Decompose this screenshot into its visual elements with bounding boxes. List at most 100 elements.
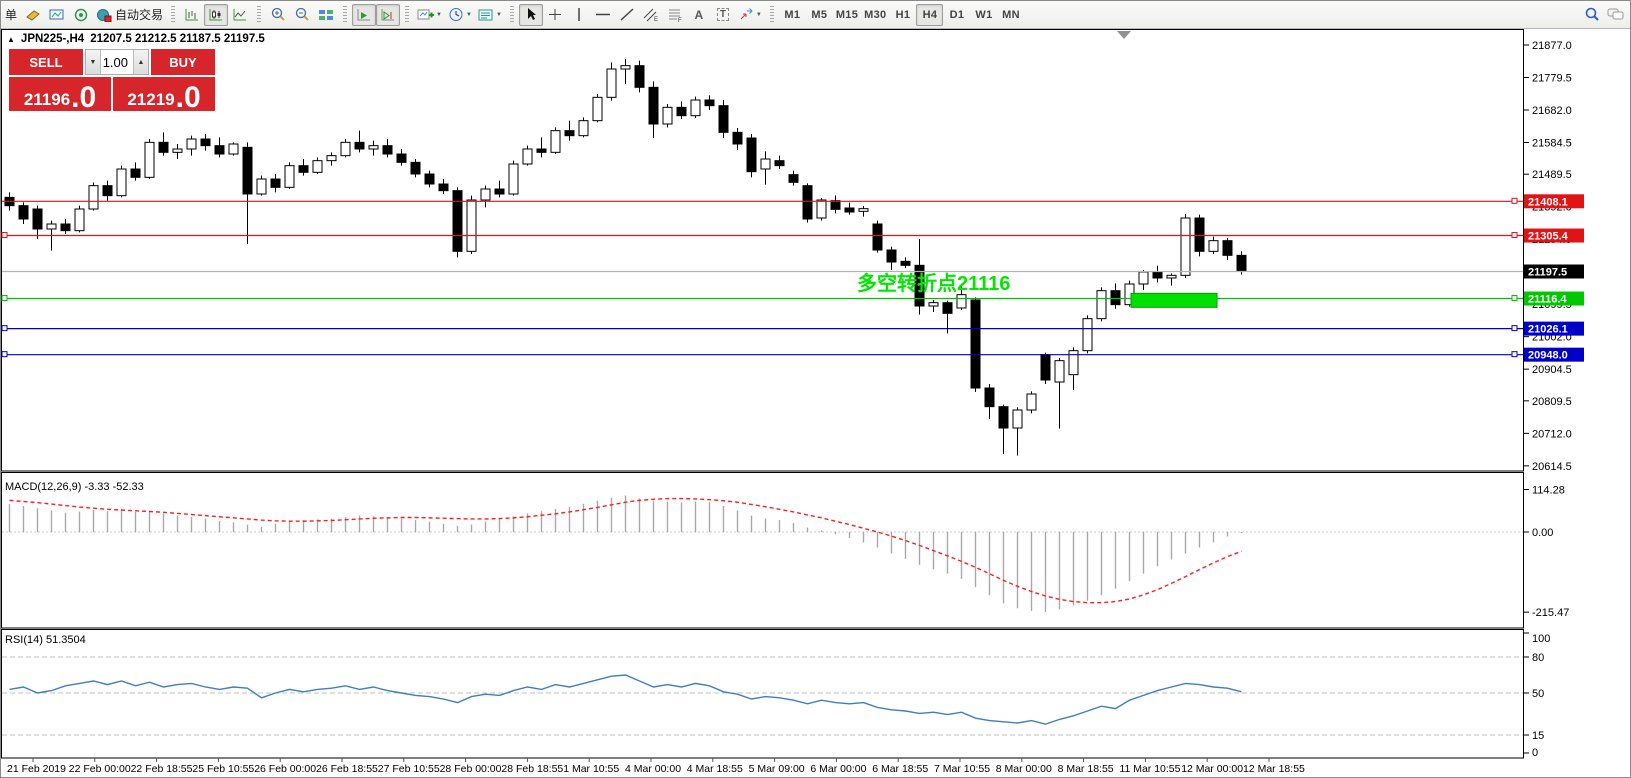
price-tag: [1524, 347, 1584, 362]
search-icon[interactable]: [1580, 4, 1604, 26]
dropdown-arrow-icon[interactable]: ▼: [755, 11, 762, 18]
sell-price-button[interactable]: 21196 .0: [9, 77, 111, 112]
candle-body: [802, 185, 813, 220]
timeframe-button-m1[interactable]: M1: [779, 4, 806, 26]
zoom-out-icon[interactable]: [290, 4, 314, 26]
timeframe-button-w1[interactable]: W1: [970, 4, 997, 26]
buy-price-button[interactable]: 21219 .0: [113, 77, 215, 114]
toolbar-group-handle[interactable]: [509, 5, 514, 24]
candle-body: [1138, 271, 1149, 285]
line-chart-icon[interactable]: [228, 4, 252, 26]
dropdown-arrow-icon[interactable]: ▼: [465, 11, 472, 18]
candle-body: [634, 65, 645, 88]
arrows-icon[interactable]: ▼: [735, 4, 765, 26]
candle-body: [1222, 240, 1233, 256]
vertical-line-icon[interactable]: [567, 4, 591, 26]
candle-body: [102, 185, 113, 197]
trendline-icon[interactable]: [615, 4, 639, 26]
timeframe-button-d1[interactable]: D1: [943, 4, 970, 26]
dropdown-arrow-icon[interactable]: ▼: [436, 11, 442, 18]
ohlc-readout: 21207.5 21212.5 21187.5 21197.5: [90, 33, 265, 45]
candle-body: [46, 223, 57, 230]
toolbar-group-handle[interactable]: [343, 5, 348, 24]
time-tick-label: 1 Mar 10:55: [563, 763, 619, 775]
market-watch-icon[interactable]: [69, 4, 93, 26]
candle-body: [522, 148, 533, 165]
templates-icon[interactable]: ▼: [475, 4, 505, 26]
timeframe-button-h1[interactable]: H1: [889, 4, 916, 26]
channel-icon[interactable]: E: [639, 4, 663, 26]
candle-body: [564, 130, 575, 137]
candle-body: [578, 120, 589, 137]
volume-decrease-icon[interactable]: ▼: [86, 50, 101, 74]
annotation-text[interactable]: 多空转折点21116: [857, 271, 1010, 295]
price-tick-label: 21877.0: [1532, 40, 1572, 52]
collapse-triangle-ic[interactable]: ▲: [7, 34, 15, 44]
time-axis[interactable]: 21 Feb 2019 22 Feb 00:00 22 Feb 18:55 25 Fe…: [7, 758, 1305, 775]
timeframe-button-h4[interactable]: H4: [916, 3, 944, 26]
buy-button[interactable]: BUY: [151, 49, 215, 75]
timeframe-button-m30[interactable]: M30: [861, 4, 889, 26]
price-axis[interactable]: 21877.021779.521682.021584.521489.521392…: [1524, 40, 1572, 473]
toolbar-group-handle[interactable]: [405, 5, 410, 24]
autoscroll-icon[interactable]: [352, 3, 377, 26]
volume-increase-icon[interactable]: ▲: [133, 50, 148, 74]
autotrade-icon[interactable]: 自动交易: [93, 4, 166, 26]
main-chart-pane[interactable]: [1, 29, 1524, 472]
rsi-tick-label: 50: [1532, 688, 1544, 700]
chart-title: ▲ JPN225-,H4 21207.5 21212.5 21187.5 211…: [7, 33, 265, 45]
indicators-add-icon[interactable]: ▼: [414, 4, 445, 26]
candlestick-chart-icon[interactable]: [204, 3, 229, 26]
candle-body: [746, 137, 757, 173]
periods-icon[interactable]: ▼: [445, 4, 475, 26]
setup-zone-box[interactable]: [1130, 292, 1218, 308]
candle-body: [816, 199, 827, 219]
candle-body: [242, 146, 253, 195]
candle-body: [1068, 350, 1079, 376]
candle-body: [928, 302, 939, 307]
candle-body: [620, 65, 631, 70]
text-label-icon[interactable]: T: [711, 4, 735, 26]
buy-price-pip: .0: [175, 80, 201, 114]
price-tag-label: 21116.4: [1528, 294, 1567, 306]
tile-windows-icon[interactable]: [314, 4, 338, 26]
toolbar-group-handle[interactable]: [171, 5, 176, 24]
macd-tick-label: 114.28: [1532, 484, 1565, 496]
toolbar-group-handle[interactable]: [769, 5, 774, 24]
horizontal-price-lines[interactable]: 21408.1 21305.4 21197.5 21116.4 21026.1 20948…: [1, 194, 1584, 362]
time-tick-label: 6 Mar 00:00: [810, 763, 866, 775]
hline-right-handle: [1511, 232, 1518, 239]
text-icon[interactable]: A: [687, 4, 711, 26]
macd-pane[interactable]: [1, 472, 1524, 629]
candle-body: [1040, 354, 1051, 381]
chart-shift-icon[interactable]: [376, 3, 401, 26]
timeframe-button-m5[interactable]: M5: [806, 4, 833, 26]
toolbar-group-handle[interactable]: [257, 5, 262, 24]
time-tick-label: 12 Mar 00:00: [1181, 763, 1243, 775]
dropdown-arrow-icon[interactable]: ▼: [495, 11, 502, 18]
chart-window-icon[interactable]: [45, 4, 69, 26]
rsi-tick-label: 15: [1532, 730, 1544, 742]
fibonacci-icon[interactable]: F: [663, 4, 687, 26]
volume-input[interactable]: 1.00: [101, 50, 133, 74]
crosshair-icon[interactable]: [543, 4, 567, 26]
rsi-pane[interactable]: [1, 629, 1524, 759]
candle-body: [200, 138, 211, 147]
candle-body: [172, 148, 183, 153]
candle-body: [1180, 217, 1191, 276]
candle-body: [340, 141, 351, 157]
chart-shift-marker-icon[interactable]: [1117, 31, 1131, 39]
horizontal-line-icon[interactable]: [591, 4, 615, 26]
hline-left-handle: [1, 232, 8, 239]
timeframe-button-m15[interactable]: M15: [833, 4, 861, 26]
chat-icon[interactable]: [1604, 4, 1628, 26]
macd-tick-label: 0.00: [1532, 527, 1553, 539]
cursor-icon[interactable]: [518, 3, 543, 26]
timeframe-button-mn[interactable]: MN: [997, 4, 1024, 26]
new-order-icon[interactable]: [21, 4, 45, 26]
bar-chart-icon[interactable]: [180, 4, 204, 26]
zoom-in-icon[interactable]: [266, 4, 290, 26]
sell-button[interactable]: SELL: [9, 49, 83, 75]
candle-body: [410, 161, 421, 175]
